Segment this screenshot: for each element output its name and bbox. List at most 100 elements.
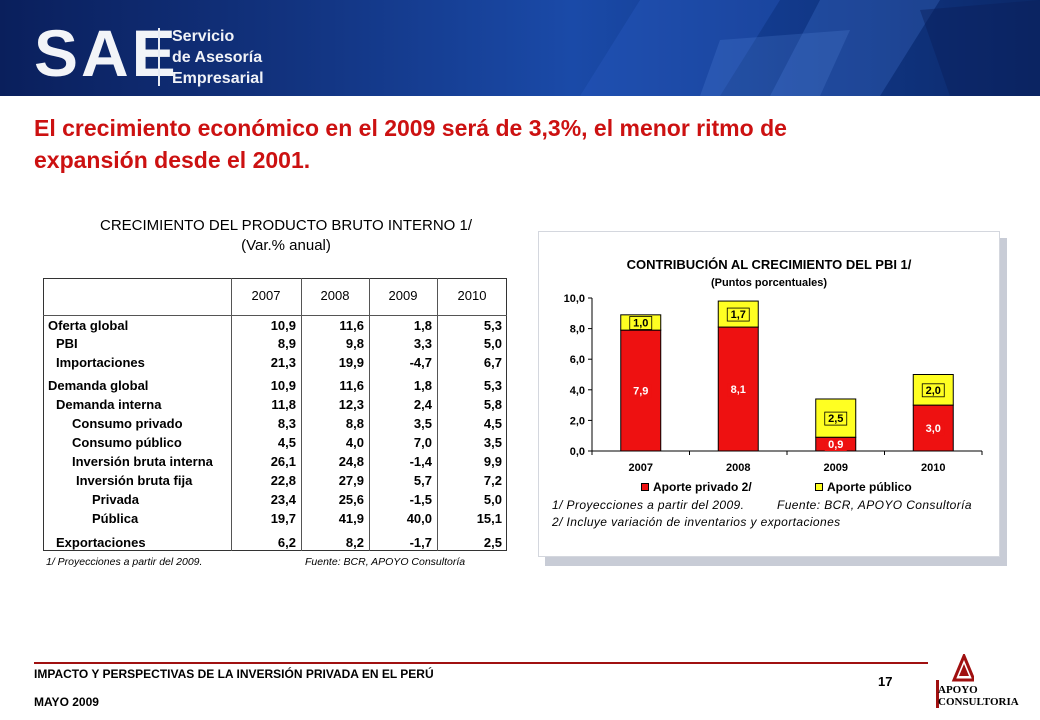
table-cell: 21,3: [270, 355, 296, 370]
x-tick-label: 2010: [921, 462, 945, 474]
table-cell: 19,7: [270, 511, 296, 526]
table-cell: 3,5: [483, 435, 502, 450]
legend-swatch-private: [641, 483, 649, 491]
table-cell: 5,8: [483, 397, 502, 412]
table-cell: 8,3: [277, 416, 296, 431]
chart-note-projections: 1/ Proyecciones a partir del 2009.: [552, 498, 745, 512]
table-row-label: Demanda global: [48, 378, 149, 393]
data-label-box: [922, 422, 945, 436]
footer-divider: [34, 662, 928, 664]
table-cell: 2,5: [483, 535, 502, 550]
banner-decoration: [580, 0, 1040, 96]
y-tick-label: 6,0: [570, 354, 585, 366]
data-label: 1,7: [731, 309, 746, 321]
table-cell: 4,0: [345, 435, 364, 450]
table-cell: 5,0: [483, 492, 502, 507]
table-cell: 4,5: [277, 435, 296, 450]
table-cell: 23,4: [270, 492, 296, 507]
table-row-label: Consumo privado: [72, 416, 183, 431]
x-tick-label: 2007: [629, 462, 653, 474]
growth-table: [43, 278, 507, 551]
table-cell: -4,7: [409, 355, 432, 370]
table-row-label: Consumo público: [72, 435, 182, 450]
table-year-header: 2007: [251, 288, 281, 303]
table-cell: 11,6: [339, 318, 364, 333]
table-year-header: 2008: [320, 288, 350, 303]
contribution-chart: 0,0 2,0 4,0 6,0 8,0 10,0 7,9 1,0 2007 8,1 1,7 2008 0…: [564, 293, 983, 474]
table-cell: 3,5: [413, 416, 432, 431]
table-cell: 5,3: [483, 378, 502, 393]
data-label: 3,0: [926, 423, 941, 435]
x-tick-label: 2008: [726, 462, 750, 474]
table-cell: 9,8: [345, 336, 364, 351]
table-row-label: Importaciones: [56, 355, 145, 370]
legend-public: Aporte público: [827, 480, 912, 494]
table-cell: 25,6: [338, 492, 364, 507]
table-row-label: Inversión bruta fija: [76, 473, 193, 488]
table-cell: 10,9: [270, 378, 296, 393]
table-cell: 2,4: [413, 397, 432, 412]
data-label-box: [629, 316, 653, 330]
table-subtitle: (Var.% anual): [241, 237, 331, 254]
table-row-label: Inversión bruta interna: [72, 454, 213, 469]
apoyo-logo-icon: [951, 654, 974, 682]
table-row-label: Exportaciones: [56, 535, 146, 550]
footer-date: MAYO 2009: [34, 695, 99, 709]
footer-title: IMPACTO Y PERSPECTIVAS DE LA INVERSIÓN P…: [34, 667, 434, 681]
table-cell: 7,0: [413, 435, 432, 450]
chart-subtitle: (Puntos porcentuales): [710, 277, 828, 289]
table-year-header: 2009: [388, 288, 418, 303]
data-label-box: [824, 411, 848, 426]
sae-logo: SAE: [34, 16, 179, 90]
table-cell: 22,8: [270, 473, 296, 488]
table-cell: 40,0: [406, 511, 432, 526]
table-cell: 4,5: [483, 416, 502, 431]
apoyo-logo-bar: [936, 680, 939, 708]
data-label: 1,0: [633, 317, 648, 329]
title-line-2: expansión desde el 2001.: [34, 147, 311, 173]
apoyo-logo-text: APOYO CONSULTORIA: [938, 684, 1019, 708]
title-line-1: El crecimiento económico en el 2009 será…: [34, 115, 787, 141]
data-label: 2,0: [926, 385, 941, 397]
data-label-box: [824, 438, 847, 451]
legend-swatch-public: [815, 483, 823, 491]
data-label: 0,9: [828, 439, 843, 451]
table-col-divider: [437, 278, 438, 551]
table-cell: 1,8: [413, 318, 432, 333]
slide-title: El crecimiento económico en el 2009 será…: [34, 112, 1010, 176]
table-cell: 3,3: [413, 336, 432, 351]
table-header-divider: [43, 315, 507, 316]
data-label-box: [727, 383, 750, 397]
x-tick-label: 2009: [824, 462, 848, 474]
legend-private: Aporte privado 2/: [653, 480, 752, 494]
table-cell: 8,8: [345, 416, 364, 431]
logo-divider: [158, 28, 160, 86]
table-cell: 26,1: [270, 454, 296, 469]
data-label: 2,5: [828, 413, 843, 425]
table-cell: 19,9: [338, 355, 364, 370]
table-cell: 27,9: [338, 473, 364, 488]
data-label-box: [921, 383, 945, 398]
table-cell: 5,7: [413, 473, 432, 488]
table-cell: 8,9: [277, 336, 296, 351]
page-number: 17: [878, 674, 893, 689]
table-cell: 6,2: [277, 535, 296, 550]
table-cell: 15,1: [476, 511, 502, 526]
table-row-label: PBI: [56, 336, 78, 351]
table-cell: 9,9: [483, 454, 502, 469]
table-cell: 24,8: [338, 454, 364, 469]
chart-title: CONTRIBUCIÓN AL CRECIMIENTO DEL PBI 1/: [626, 257, 912, 272]
y-tick-label: 10,0: [564, 293, 585, 305]
header-banner: SAE Servicio de Asesoría Empresarial: [0, 0, 1040, 96]
data-label: 7,9: [633, 386, 648, 398]
y-tick-label: 8,0: [570, 324, 585, 336]
chart-note-source: Fuente: BCR, APOYO Consultoría: [777, 498, 972, 512]
table-row-label: Pública: [92, 511, 139, 526]
table-cell: 11,6: [339, 378, 364, 393]
table-cell: 10,9: [270, 318, 296, 333]
table-col-divider: [231, 278, 232, 551]
table-source: Fuente: BCR, APOYO Consultoría: [305, 556, 466, 568]
table-year-header: 2010: [457, 288, 487, 303]
table-cell: 11,8: [271, 397, 296, 412]
table-cell: 5,3: [483, 318, 502, 333]
